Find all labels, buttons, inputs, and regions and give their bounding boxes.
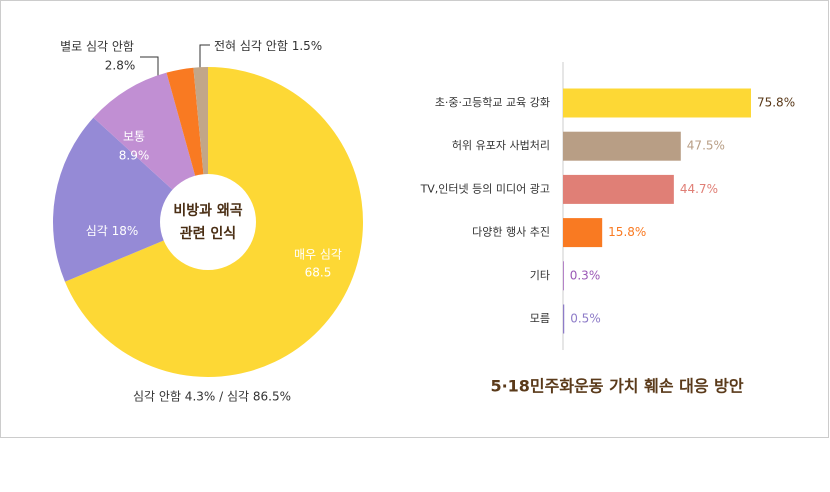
center-label: 비방과 왜곡 [173, 202, 242, 219]
slice-name: 별로 심각 안함 [60, 40, 134, 54]
category-label: 다양한 행사 추진 [472, 226, 550, 239]
bar [563, 218, 603, 248]
category-label: 초·중·고등학교 교육 강화 [435, 96, 550, 109]
slice-name: 전혀 심각 안함 [214, 39, 288, 53]
annotation: 심각 안함 4.3% / 심각 86.5% [133, 390, 291, 404]
donut-hole [160, 174, 256, 270]
slice-label: 전혀 심각 안함 1.5% [214, 39, 322, 53]
category-label: TV,인터넷 등의 미디어 광고 [420, 182, 550, 195]
value-label: 0.5% [570, 312, 601, 326]
slice-value: 1.5% [292, 39, 323, 53]
slice [52, 117, 208, 282]
leader-line [199, 44, 210, 74]
bar [563, 131, 681, 161]
value-label: 44.7% [680, 182, 718, 196]
slice-name: 심각 [86, 224, 108, 238]
slice-value: 18% [112, 224, 139, 238]
value-label: 47.5% [687, 139, 725, 153]
slice-value: 2.8% [105, 59, 136, 73]
slice-name: 매우 심각 [294, 248, 342, 262]
value-label: 0.3% [570, 268, 601, 282]
value-label: 15.8% [608, 225, 646, 239]
bar [563, 88, 751, 118]
slice-label: 심각 18% [86, 224, 139, 238]
leader-line [140, 56, 159, 82]
center-label: 관련 인식 [180, 225, 236, 242]
category-label: 기타 [530, 269, 550, 282]
chart-title: 5·18민주화운동 가치 훼손 대응 방안 [490, 377, 743, 396]
bar [563, 261, 564, 291]
bar [563, 304, 565, 334]
category-label: 모름 [530, 312, 550, 325]
category-label: 허위 유포자 사법처리 [452, 139, 550, 152]
slice-value: 68.5 [305, 266, 332, 280]
slice-name: 보통 [123, 130, 145, 144]
bar [563, 174, 674, 204]
slice-value: 8.9% [119, 149, 150, 163]
value-label: 75.8% [757, 96, 795, 110]
